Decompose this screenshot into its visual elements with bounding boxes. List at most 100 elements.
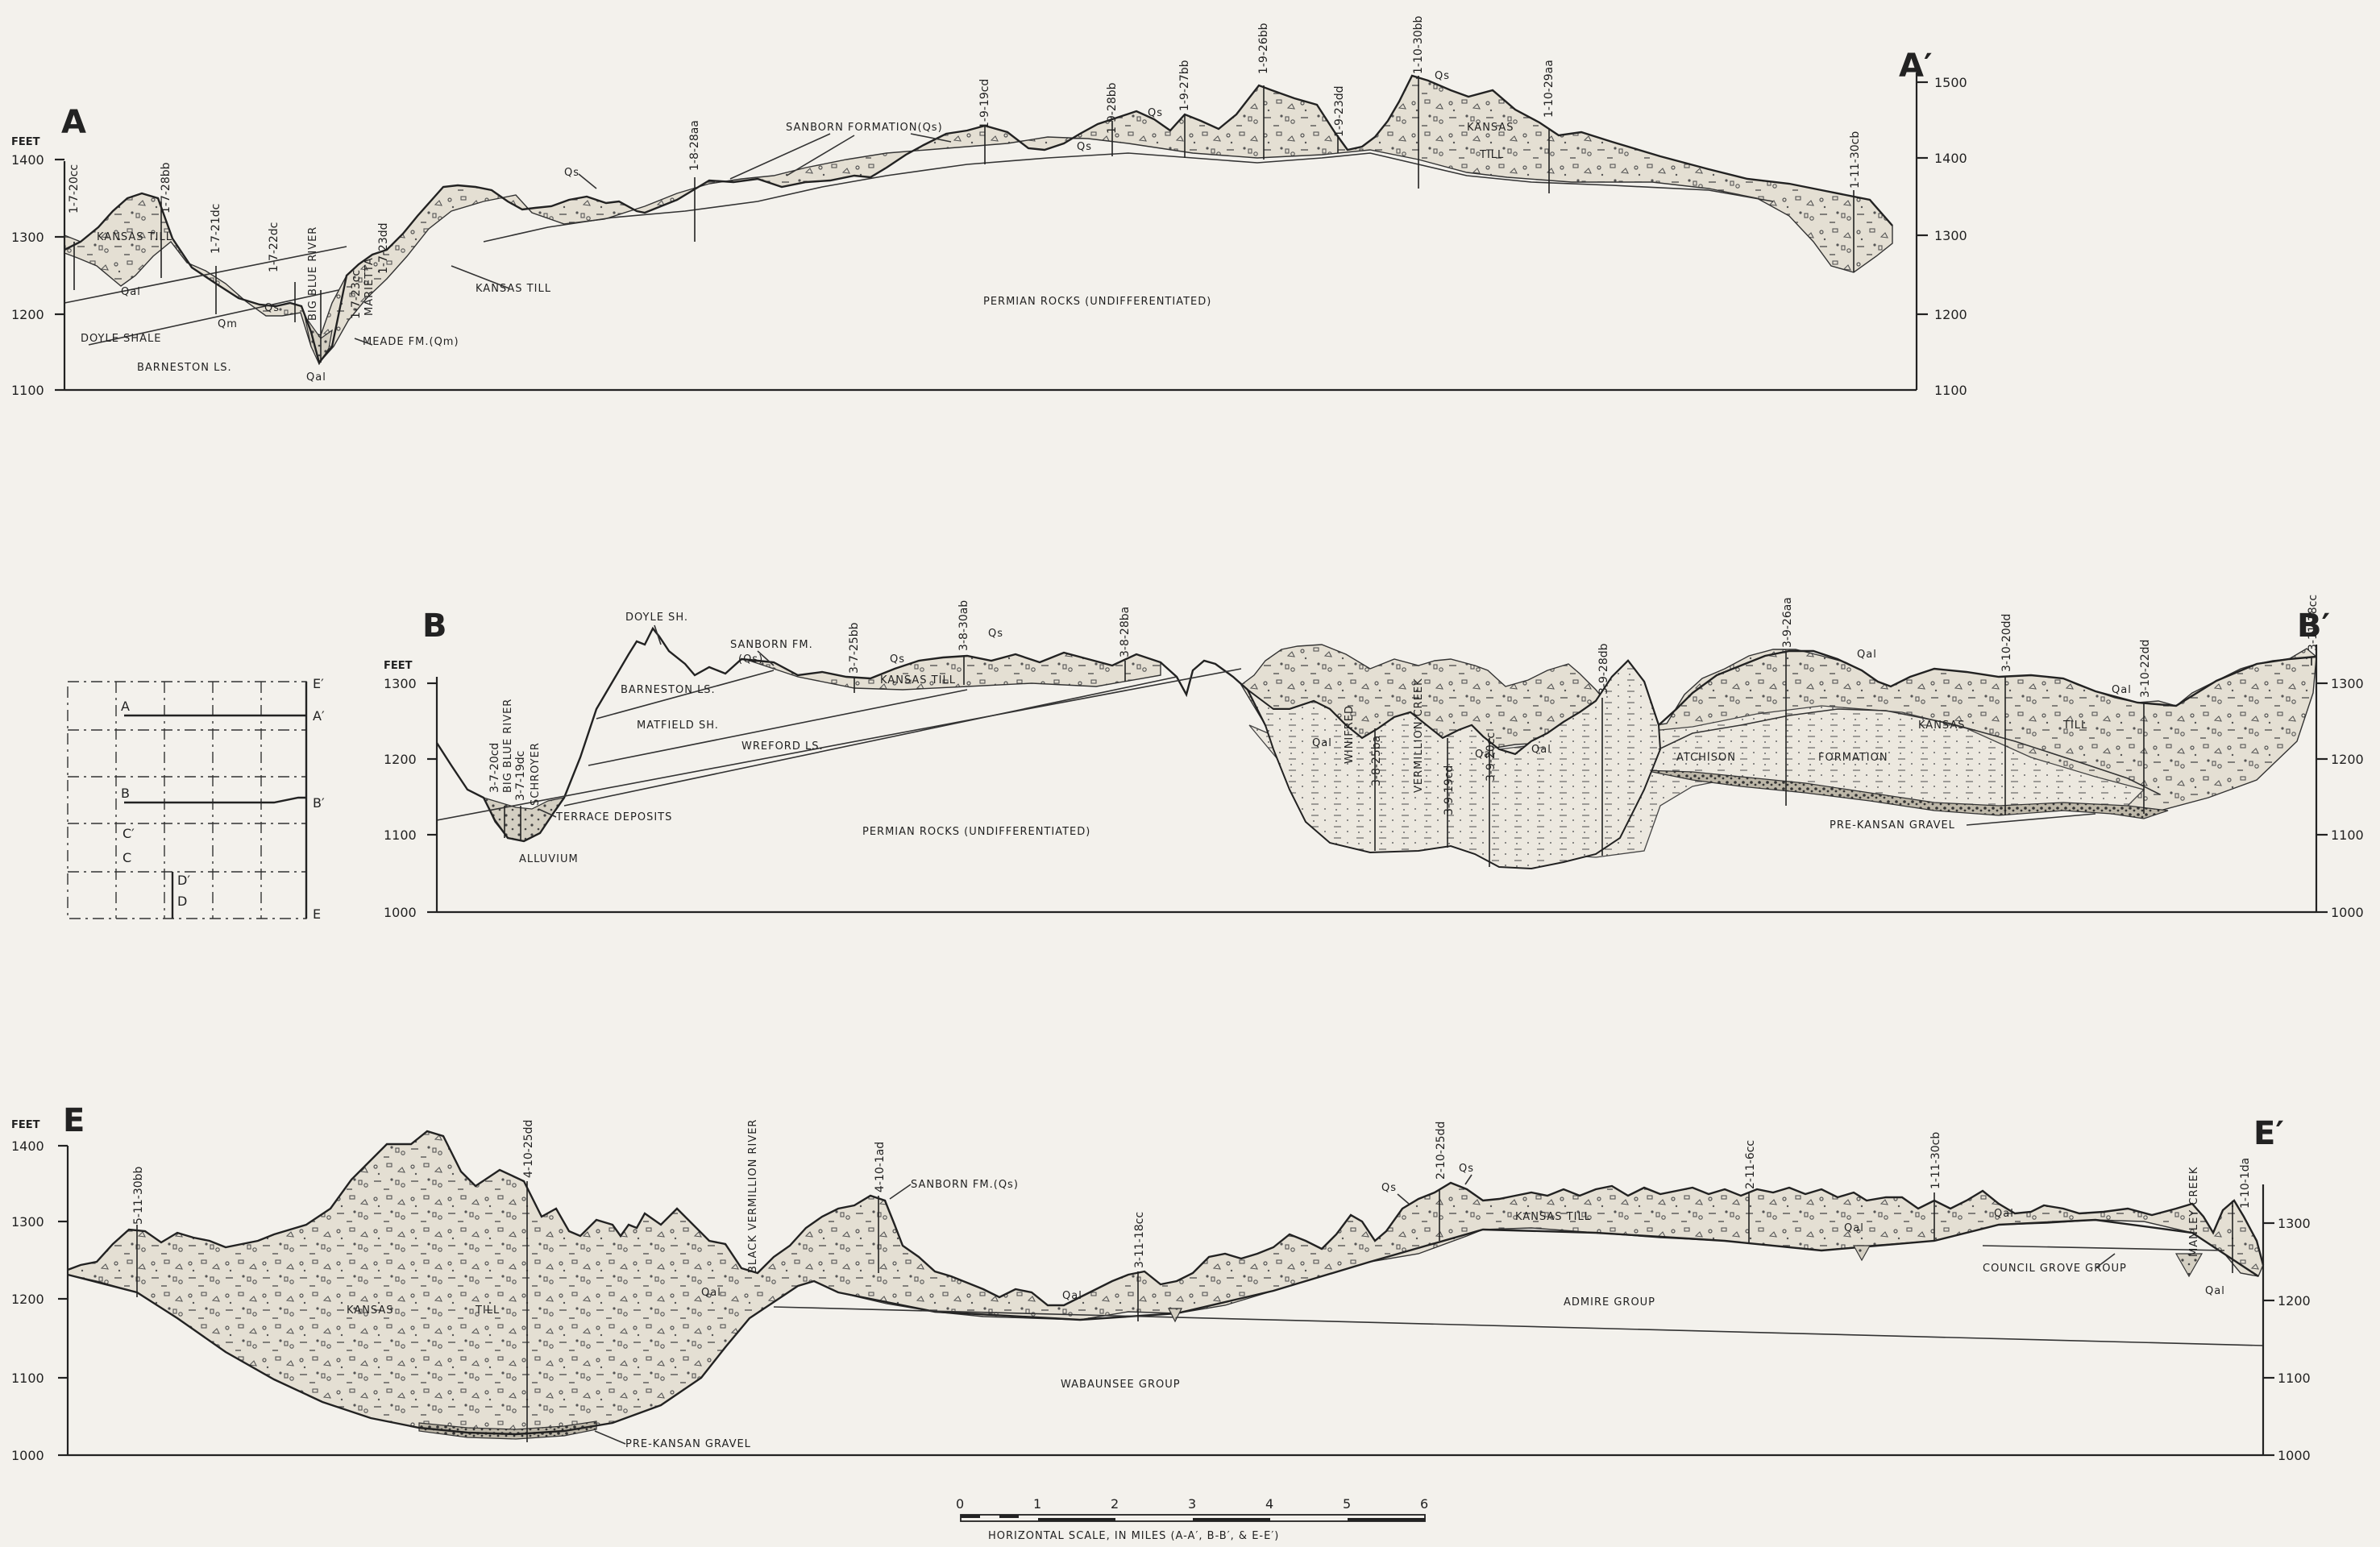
formation-label: MEADE FM.(Qm) [363, 336, 459, 348]
well-label: 3-11-18cc [1133, 1212, 1146, 1268]
well-label: 1-8-28aa [688, 120, 701, 171]
section-e-alluvium [1169, 1309, 1182, 1321]
formation-label: PRE-KANSAN GRAVEL [1830, 819, 1955, 832]
well-label: 1-9-23dd [1333, 85, 1346, 137]
well-label: 1-10-1da [2239, 1158, 2252, 1209]
formation-label: ADMIRE GROUP [1564, 1296, 1655, 1309]
formation-label: KANSAS [1467, 122, 1514, 134]
index-label: E [313, 906, 321, 922]
section-a-end-letter: A′ [1899, 48, 1933, 85]
well-label: 1-7-28bb [160, 162, 172, 214]
tick-label: 1000 [384, 905, 417, 920]
well-label: 4-10-1ad [874, 1142, 887, 1192]
formation-label: WREFORD LS. [741, 740, 824, 753]
well-label: 1-10-30bb [1412, 15, 1425, 74]
tick-label: 1100 [11, 1371, 44, 1386]
scale-tick: 6 [1420, 1496, 1428, 1512]
well-label: 1-9-26bb [1257, 23, 1270, 74]
formation-label: TILL [1479, 149, 1504, 161]
well-label: 3-8-28ba [1119, 607, 1132, 657]
well-label: 3-8-25ba [1370, 736, 1383, 786]
formation-label: SANBORN FORMATION(Qs) [786, 122, 943, 134]
section-b: FEET 1300 1200 1100 1000 1300 1200 1100 … [384, 595, 2364, 920]
well-label: 3-9-19cd [1443, 765, 1456, 815]
formation-label: Qs [890, 653, 905, 666]
formation-label: PRE-KANSAN GRAVEL [625, 1438, 751, 1450]
formation-label: Qs [264, 302, 280, 314]
formation-label: Qal [2205, 1285, 2225, 1297]
section-e-alluvium [1854, 1246, 1870, 1260]
formation-label: ALLUVIUM [519, 853, 579, 865]
tick-label: 1200 [2331, 752, 2364, 767]
tick-label: 1200 [2278, 1293, 2311, 1309]
formation-label: Qm [218, 318, 238, 330]
formation-label: Qs [1381, 1182, 1397, 1194]
section-e-admire-contact [774, 1307, 2263, 1346]
formation-label: DOYLE SHALE [81, 333, 161, 345]
well-label: 1-9-19cd [978, 79, 991, 129]
well-label: 1-11-30cb [1929, 1132, 1942, 1189]
formation-label: TILL [475, 1304, 500, 1317]
tick-label: 1200 [11, 1292, 44, 1307]
formation-label: Qs [1077, 141, 1092, 153]
formation-label: Qal [1994, 1208, 2014, 1220]
well-label: 5-11-30bb [132, 1166, 145, 1225]
section-b-start-letter: B [422, 608, 447, 645]
well-label: 3-9-28db [1597, 643, 1610, 695]
formation-label: PERMIAN ROCKS (UNDIFFERENTIATED) [862, 826, 1090, 838]
formation-label: BARNESTON LS. [137, 362, 232, 374]
tick-label: 1000 [11, 1448, 44, 1463]
well-label: 3-7-25bb [848, 622, 861, 674]
section-a-start-letter: A [61, 104, 86, 141]
formation-label: KANSAS [1918, 720, 1966, 732]
index-label: A [121, 699, 130, 714]
formation-label: Qal [1531, 744, 1551, 756]
formation-label: KANSAS [347, 1304, 394, 1317]
index-map: E′ A′ B′ E A B C′ C D′ D [68, 676, 325, 922]
well-label: 1-9-28bb [1106, 82, 1119, 134]
formation-label: KANSAS TILL [1515, 1211, 1591, 1223]
well-label: 1-7-23dd [377, 222, 390, 274]
index-label: D [177, 894, 187, 909]
scale-tick: 1 [1033, 1496, 1041, 1512]
formation-label: KANSAS TILL [476, 283, 551, 295]
section-a-left-ticks: FEET 1400 1300 1200 1100 [11, 136, 64, 398]
formation-label: KANSAS TILL [97, 231, 172, 243]
tick-label: 1400 [1934, 151, 1967, 166]
tick-label: 1100 [11, 383, 44, 398]
well-label: 1-7-21dc [210, 204, 222, 254]
formation-label: MATFIELD SH. [637, 720, 719, 732]
tick-label: 1100 [2278, 1371, 2311, 1386]
section-b-wreford-contact [564, 677, 1177, 806]
formation-label: Qal [1062, 1290, 1082, 1302]
town-label: MARIETTA [363, 257, 376, 316]
well-label: 4-10-25dd [522, 1120, 535, 1178]
well-label: 1-7-23cc [350, 270, 363, 319]
tick-label: 1500 [1934, 75, 1967, 90]
index-label: C [123, 850, 131, 865]
formation-label: Qal [306, 371, 326, 384]
well-label: 3-10-22dd [2139, 640, 2152, 698]
formation-label: Qs [988, 628, 1003, 640]
units-label: FEET [11, 136, 40, 148]
scale-tick: 3 [1188, 1496, 1196, 1512]
formation-label: Qs [564, 167, 579, 179]
tick-label: 1300 [2278, 1216, 2311, 1231]
tick-label: 1300 [11, 230, 44, 245]
river-label: MANLEY CREEK [2188, 1167, 2200, 1257]
tick-label: 1100 [384, 827, 417, 843]
units-label: FEET [384, 660, 413, 672]
tick-label: 1100 [2331, 827, 2364, 843]
well-label: 1-7-22dc [268, 222, 280, 272]
formation-label: WABAUNSEE GROUP [1061, 1379, 1181, 1391]
section-e-left-ticks: FEET 1400 1300 1200 1100 1000 [11, 1119, 68, 1463]
formation-label: Qal [1475, 749, 1495, 761]
formation-label: SANBORN FM.(Qs) [911, 1179, 1019, 1191]
formation-label: PERMIAN ROCKS (UNDIFFERENTIATED) [983, 296, 1211, 308]
well-label: 3-11-18cc [2307, 595, 2320, 651]
tick-label: 1000 [2331, 905, 2364, 920]
formation-label: Qal [701, 1287, 721, 1299]
well-label: 3-9-26aa [1781, 597, 1794, 648]
formation-label: SANBORN FM. [730, 639, 813, 651]
formation-label: COUNCIL GROVE GROUP [1983, 1263, 2127, 1275]
